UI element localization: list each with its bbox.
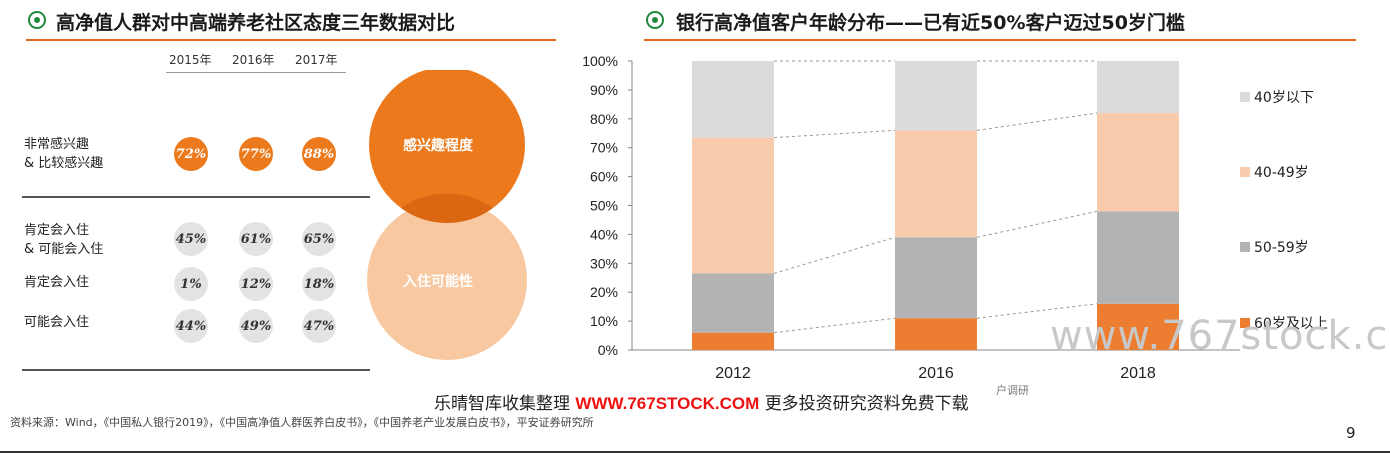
y-tick-label: 40% — [590, 226, 618, 242]
legend-label: 60岁及以上 — [1254, 316, 1328, 332]
percent-bubble: 18% — [302, 267, 336, 301]
percent-bubble: 61% — [239, 222, 273, 256]
percent-bubble: 77% — [239, 137, 273, 171]
title-bullet-icon — [646, 11, 664, 29]
interest-possibility-circles — [367, 70, 527, 360]
footer-rule — [0, 451, 1390, 453]
row-label-line: 肯定会入住 — [24, 223, 90, 238]
y-tick-label: 80% — [590, 111, 618, 127]
bar-segment — [895, 61, 977, 131]
connector-line — [976, 210, 1098, 238]
row-label: 肯定会入住 & 可能会入住 — [24, 221, 103, 259]
bar-segment — [895, 237, 977, 319]
legend-swatch — [1240, 318, 1250, 328]
age-distribution-chart: 0% 10% 20% 30% 40% 50% 60% 70% 80% 90% 100% 2012 201… — [582, 53, 1240, 382]
percent-bubble: 88% — [302, 137, 336, 171]
interest-circle — [369, 70, 525, 223]
legend-swatch — [1240, 167, 1250, 177]
x-tick-label: 2016 — [918, 365, 954, 382]
bar-segment — [692, 137, 774, 274]
y-tick-label: 70% — [590, 140, 618, 156]
right-title: 银行高净值客户年龄分布——已有近50%客户迈过50岁门槛 — [676, 12, 1185, 34]
circle-overlap — [401, 193, 493, 224]
bar-segment — [1097, 303, 1179, 350]
connector-line — [773, 317, 896, 334]
percent-bubble: 49% — [239, 309, 273, 343]
y-tick-label: 0% — [598, 342, 618, 358]
y-tick-label: 20% — [590, 284, 618, 300]
possibility-circle-label: 入住可能性 — [403, 274, 473, 290]
legend-label: 50-59岁 — [1254, 240, 1309, 256]
row-label: 非常感兴趣 & 比较感兴趣 — [24, 135, 103, 173]
percent-bubble: 44% — [174, 309, 208, 343]
connector-line — [976, 303, 1098, 319]
banner: 乐晴智库收集整理 WWW.767STOCK.COM 更多投资研究资料免费下载 — [434, 389, 969, 414]
bar-segment — [895, 130, 977, 238]
y-tick-label: 60% — [590, 169, 618, 185]
title-bullet-icon — [28, 11, 46, 29]
percent-bubble: 47% — [302, 309, 336, 343]
bar-segment — [692, 273, 774, 333]
source-note: 资料来源：Wind，《中国私人银行2019》，《中国高净值人群医养白皮书》，《中… — [10, 416, 594, 429]
y-tick-label: 100% — [582, 53, 618, 69]
row-label-line: 可能会入住 — [24, 315, 90, 330]
bar-segment — [692, 61, 774, 138]
banner-pre: 乐晴智库收集整理 — [434, 394, 570, 414]
bottom-divider — [22, 369, 370, 371]
faint-note: 户调研 — [996, 384, 1029, 397]
year-underline — [166, 72, 346, 73]
banner-post: 更多投资研究资料免费下载 — [764, 394, 969, 414]
y-tick-label: 50% — [590, 198, 618, 214]
x-tick-label: 2012 — [715, 365, 751, 382]
connector-line — [773, 236, 896, 274]
section-divider — [22, 196, 370, 198]
percent-bubble: 45% — [174, 222, 208, 256]
left-title: 高净值人群对中高端养老社区态度三年数据对比 — [56, 12, 456, 34]
bar-segment — [895, 318, 977, 350]
legend-swatch — [1240, 92, 1250, 102]
y-tick-label: 30% — [590, 255, 618, 271]
bar-segment — [1097, 113, 1179, 212]
bar-segment — [1097, 61, 1179, 114]
bar-segment — [1097, 211, 1179, 304]
left-title-rule — [26, 39, 556, 41]
year-label: 2016年 — [232, 53, 275, 67]
right-title-rule — [644, 39, 1356, 41]
percent-bubble: 72% — [174, 137, 208, 171]
x-tick-label: 2018 — [1120, 365, 1156, 382]
interest-circle-label: 感兴趣程度 — [403, 138, 473, 154]
y-tick-label: 90% — [590, 82, 618, 98]
bar-segment — [692, 332, 774, 350]
banner-url[interactable]: WWW.767STOCK.COM — [575, 394, 760, 413]
legend-label: 40-49岁 — [1254, 165, 1309, 181]
year-label: 2015年 — [169, 53, 212, 67]
row-label-line: & 比较感兴趣 — [24, 156, 104, 171]
legend-label: 40岁以下 — [1254, 90, 1314, 106]
page-number: 9 — [1346, 424, 1356, 442]
row-label-line: 非常感兴趣 — [24, 137, 90, 152]
year-label: 2017年 — [295, 53, 338, 67]
y-tick-label: 10% — [590, 313, 618, 329]
connector-line — [773, 129, 896, 139]
legend-swatch — [1240, 242, 1250, 252]
percent-bubble: 65% — [302, 222, 336, 256]
percent-bubble: 12% — [239, 267, 273, 301]
row-label-line: & 可能会入住 — [24, 242, 104, 257]
row-label-line: 肯定会入住 — [24, 275, 90, 290]
connector-line — [976, 112, 1098, 131]
row-label: 肯定会入住 — [24, 273, 89, 292]
row-label: 可能会入住 — [24, 313, 89, 332]
possibility-circle — [367, 200, 527, 360]
percent-bubble: 1% — [174, 267, 208, 301]
watermark: www.767stock.com — [1050, 313, 1390, 359]
